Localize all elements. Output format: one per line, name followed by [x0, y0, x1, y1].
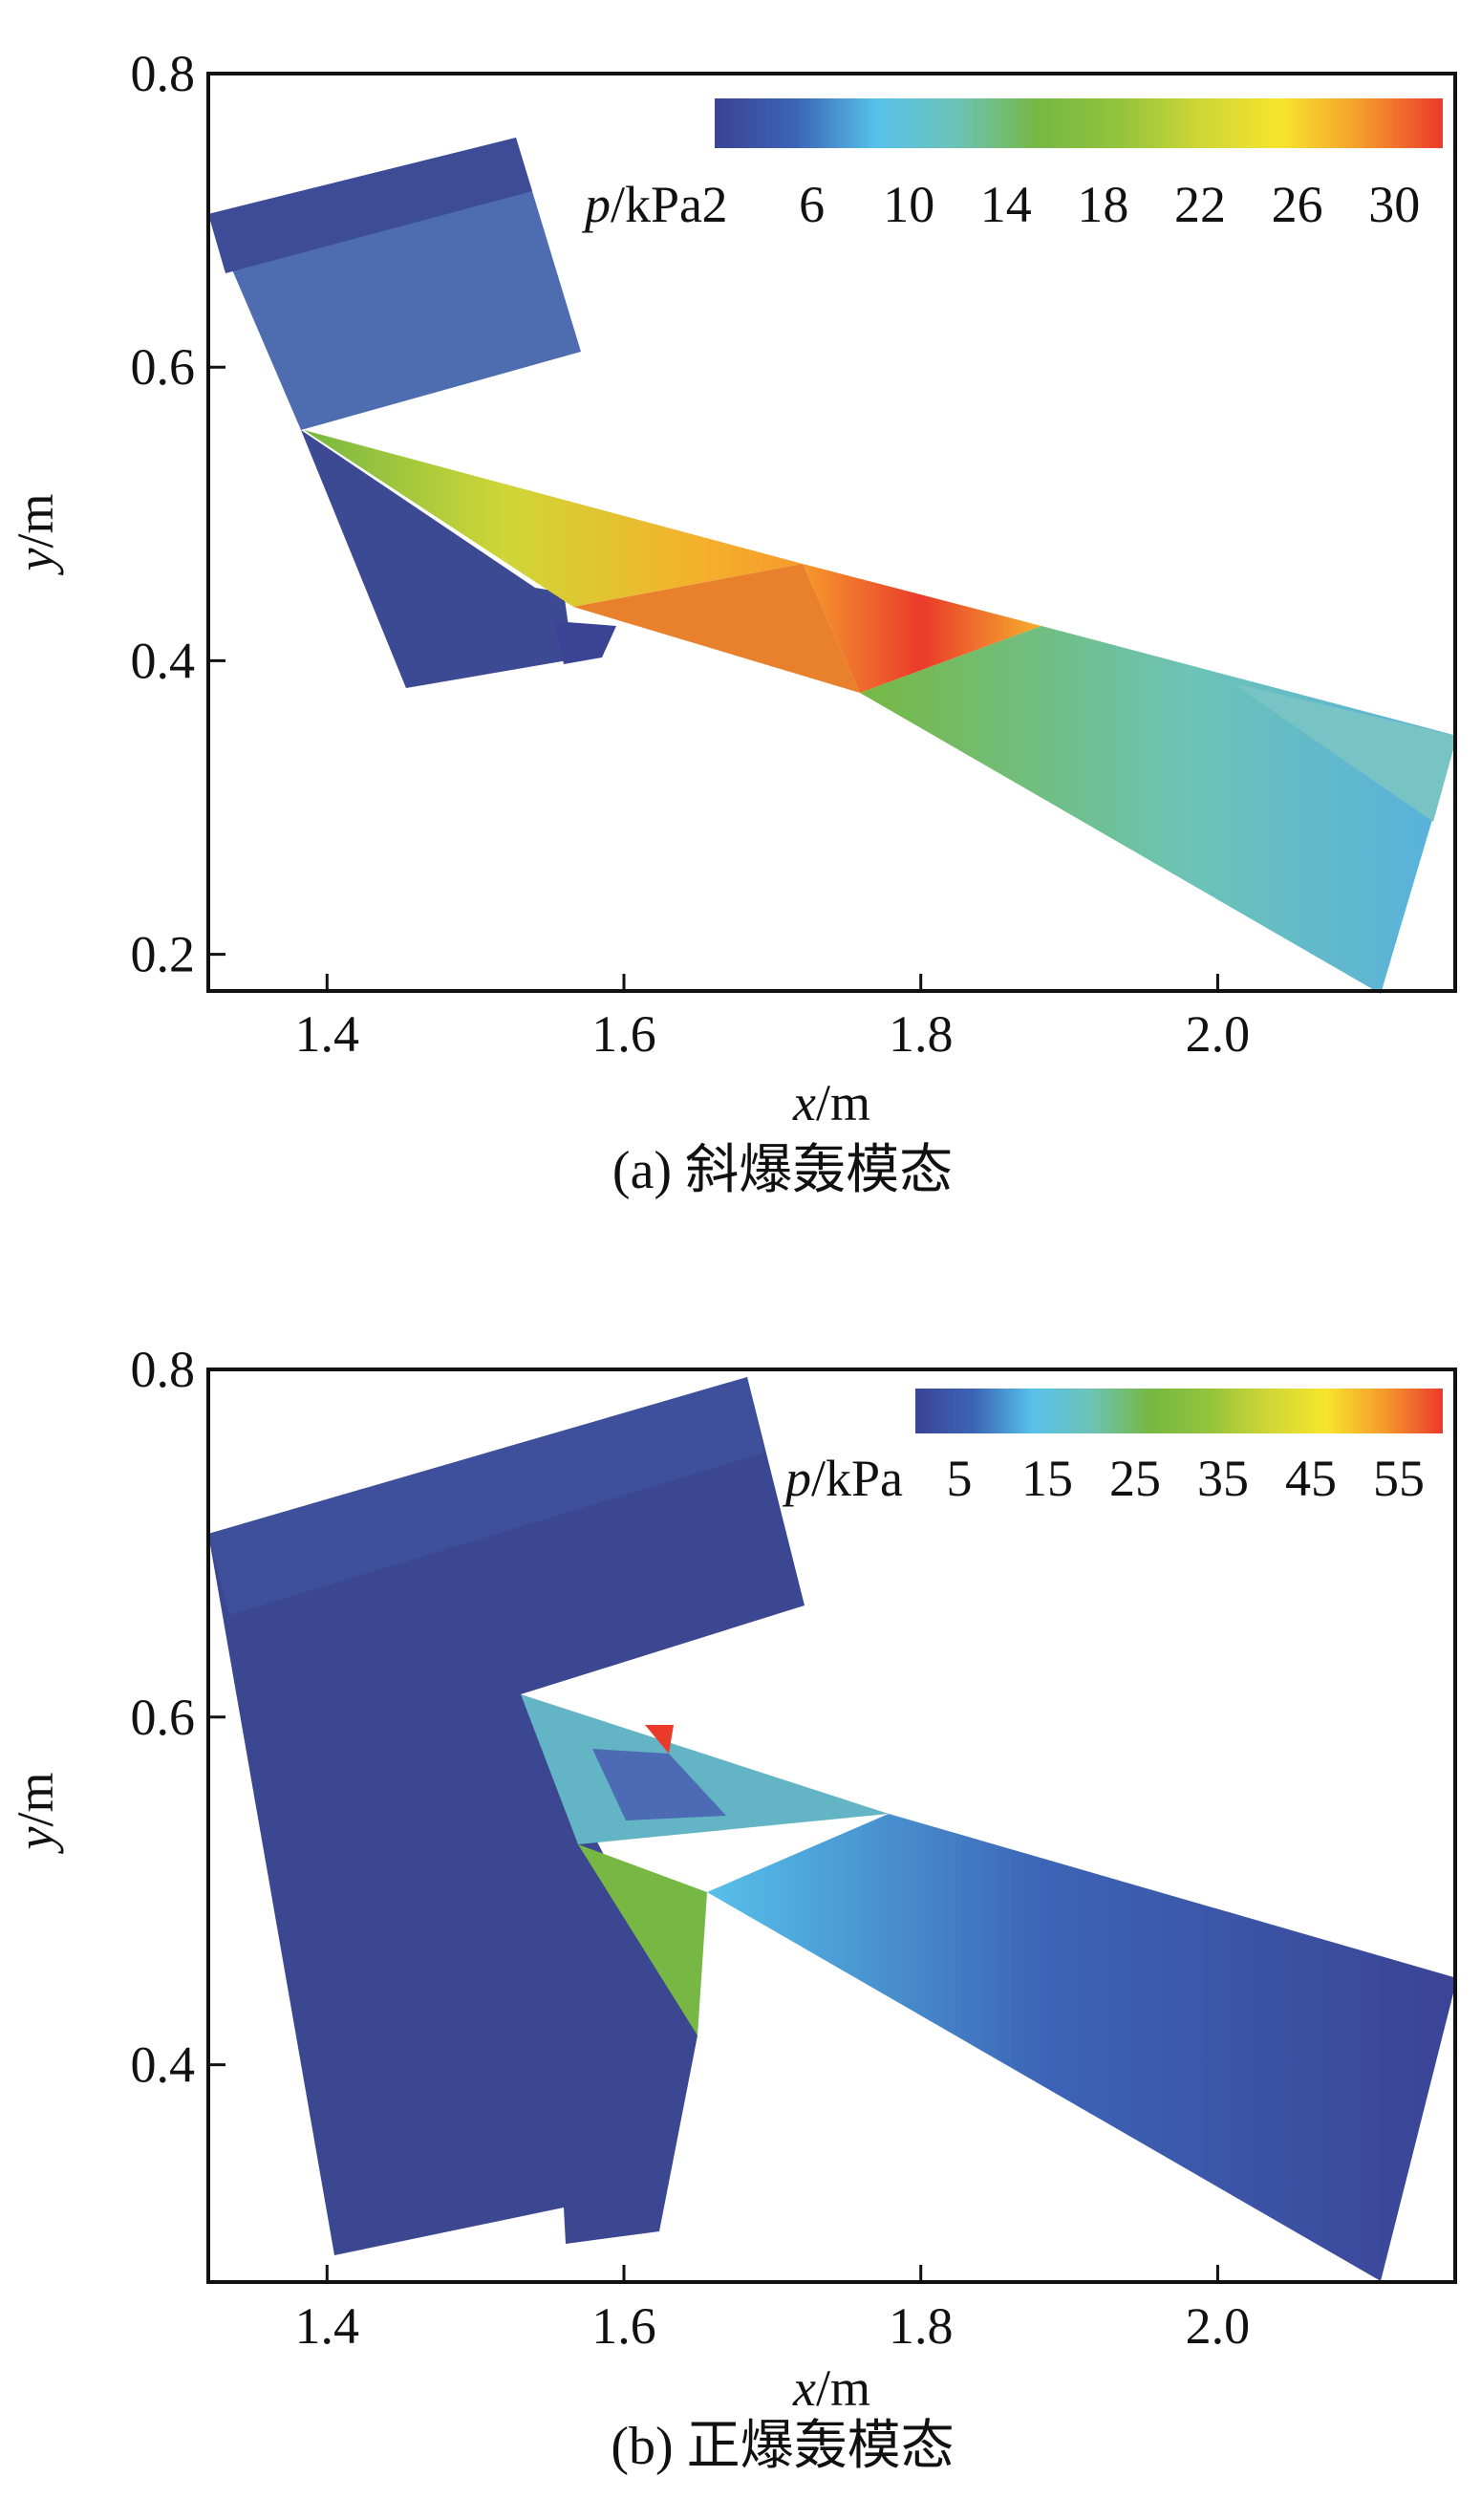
- colorbar-title: p/kPa: [782, 1450, 903, 1507]
- colorbar-tick-label: 14: [980, 176, 1032, 233]
- colorbar-tick-label: 30: [1368, 176, 1420, 233]
- colorbar-bar: [915, 1389, 1443, 1433]
- colorbar-tick-label: 6: [799, 176, 825, 233]
- colorbar-bar: [715, 98, 1443, 148]
- colorbar-tick-label: 2: [702, 176, 728, 233]
- colorbar-title: p/kPa: [581, 176, 702, 233]
- inlet-wedge-b: [521, 1694, 889, 1844]
- colorbar-a: p/kPa 2 6 10 14 18 22 26 30: [581, 98, 1443, 233]
- colorbar-tick-label: 45: [1285, 1450, 1337, 1507]
- x-tick-label: 1.6: [591, 1005, 656, 1063]
- plot-frame: [206, 1368, 1457, 2284]
- flow-field-b: [208, 1377, 1457, 2281]
- hot-spot-b: [645, 1725, 674, 1754]
- panel-a: p/kPa 2 6 10 14 18 22 26 30 1.4 1.6 1.8 2.00.20.40.…: [7, 45, 1457, 1200]
- colorbar-tick-label: 55: [1373, 1450, 1425, 1507]
- colorbar-tick-label: 15: [1021, 1450, 1073, 1507]
- caption-a: (a) 斜爆轰模态: [612, 1141, 953, 1200]
- y-axis-title: y/m: [7, 1773, 64, 1855]
- x-tick-label: 1.8: [889, 1005, 954, 1063]
- y-tick-label: 0.4: [131, 2036, 196, 2094]
- tail-wedge-b: [707, 1814, 1457, 2281]
- combustor-band-a: [208, 138, 532, 273]
- inlet-notch-a: [554, 621, 616, 664]
- colorbar-tick-label: 26: [1272, 176, 1323, 233]
- y-tick-label: 0.8: [131, 1341, 196, 1398]
- y-tick-label: 0.6: [131, 1689, 196, 1746]
- y-tick-label: 0.6: [131, 338, 196, 396]
- green-patch-b: [578, 1844, 707, 2035]
- colorbar-tick-label: 35: [1197, 1450, 1249, 1507]
- combustor-box-b: [208, 1377, 805, 2255]
- y-tick-label: 0.8: [131, 45, 196, 102]
- flow-field-a: [208, 138, 1457, 994]
- plot-frame: [206, 72, 1457, 993]
- tail-wedge-a: [860, 626, 1457, 994]
- axes-b: 1.4 1.6 1.8 2.0 0.4 0.6 0.8 x/m y/m: [7, 1341, 1457, 2417]
- colorbar-tick-label: 5: [947, 1450, 973, 1507]
- y-tick-label: 0.4: [131, 632, 196, 689]
- x-tick-label: 1.6: [591, 2297, 656, 2355]
- x-axis-title: x/m: [792, 2359, 870, 2417]
- x-axis-title: x/m: [792, 1074, 870, 1131]
- y-axis-title: y/m: [7, 494, 64, 576]
- colorbar-tick-label: 25: [1109, 1450, 1161, 1507]
- mid-wedge-a: [573, 564, 860, 693]
- x-tick-label: 1.4: [295, 2297, 360, 2355]
- x-tick-label: 2.0: [1186, 1005, 1251, 1063]
- top-wedge-a: [304, 430, 803, 607]
- axes-a: 1.4 1.6 1.8 2.0 0.2 0.4 0.6 0.8 x/m y/m: [7, 45, 1457, 1131]
- shock-strip-a: [1233, 683, 1457, 822]
- y-tick-label: 0.2: [131, 926, 196, 983]
- x-tick-label: 1.8: [889, 2297, 954, 2355]
- colorbar-b: p/kPa 5 15 25 35 45 55: [782, 1389, 1443, 1507]
- panel-b: p/kPa 5 15 25 35 45 55 1.4 1.6 1.8 2.0 0.4 0.6 0.8 x/…: [7, 1341, 1457, 2476]
- colorbar-tick-label: 10: [883, 176, 934, 233]
- inlet-region-a: [301, 430, 573, 688]
- combustor-band-b: [208, 1377, 764, 1615]
- x-tick-label: 1.4: [295, 1005, 360, 1063]
- x-tick-label: 2.0: [1186, 2297, 1251, 2355]
- hot-core-a: [803, 564, 1041, 693]
- blue-pocket-b: [592, 1749, 726, 1820]
- colorbar-tick-label: 22: [1174, 176, 1226, 233]
- colorbar-tick-label: 18: [1077, 176, 1128, 233]
- caption-b: (b) 正爆轰模态: [611, 2417, 954, 2476]
